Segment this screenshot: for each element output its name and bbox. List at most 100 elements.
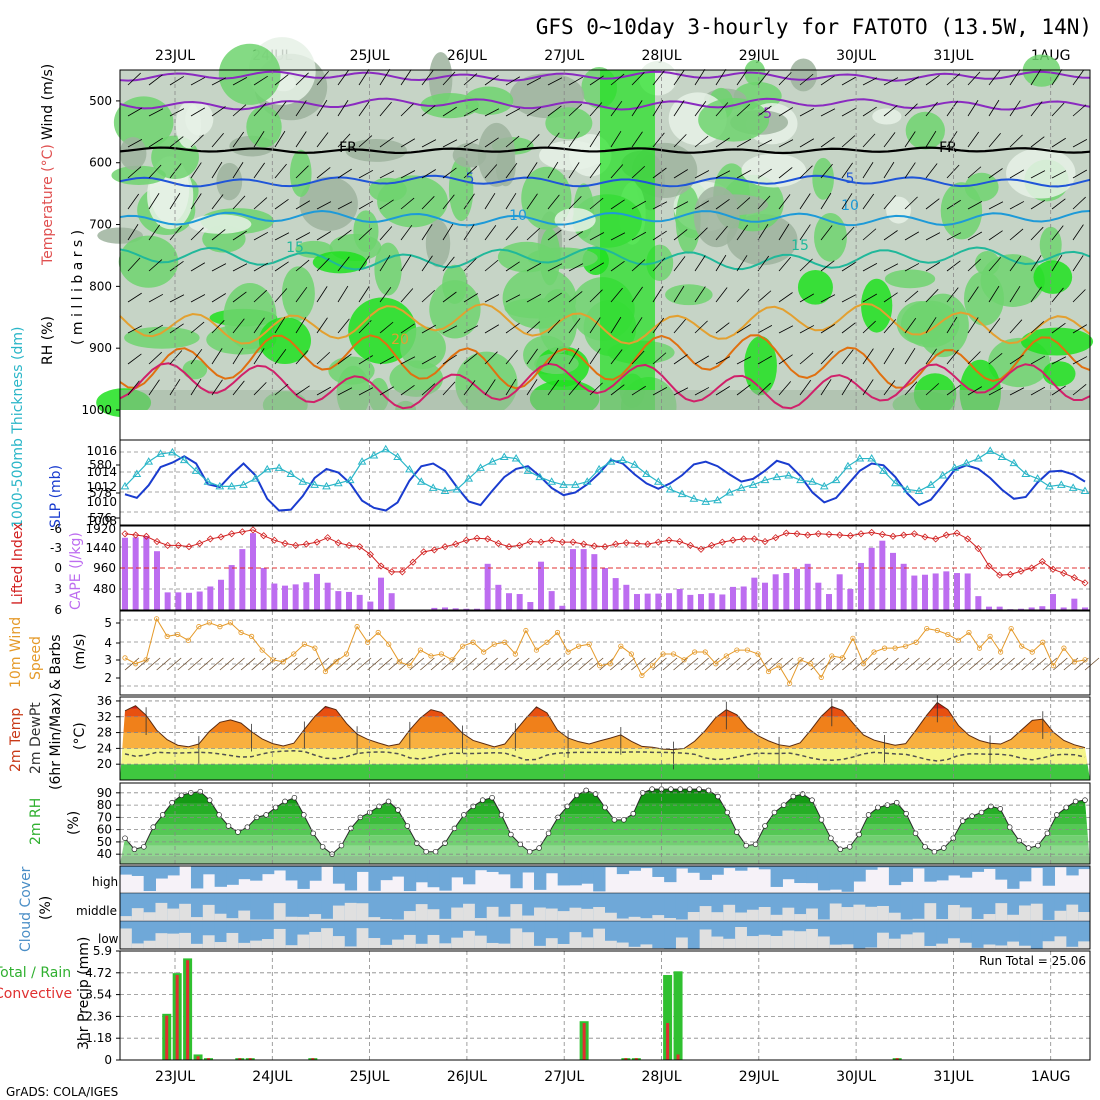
wind-barb [778,256,791,272]
thickness-marker [772,472,782,481]
cloud-mid-bar [250,893,263,920]
rh2m-marker [122,835,128,841]
wind-barb [820,350,834,365]
rh-moist-column [600,70,655,410]
cape-bar [783,573,790,610]
cape-bar [218,579,224,610]
wind-barb [736,169,752,179]
cape-bar [282,585,288,610]
wind-speed-marker [259,647,265,653]
wind-barb [442,291,457,303]
wind-barb [883,105,898,117]
wind-barb [631,317,643,334]
cloud-low-gap [948,938,961,949]
cloud-mid-bar [474,893,488,920]
wind-speed-marker [787,680,793,686]
cloud-low-gap [131,943,145,949]
rh-blob [814,212,847,262]
wind-barb [778,72,792,86]
cloud-mid-bar [190,893,204,920]
li-tick-label: -6 [50,522,62,536]
wind-barb [568,231,583,241]
cloud-low-bar [616,921,630,949]
wind-ylabel-1: 10m Wind [8,617,24,688]
wind-barb [925,163,938,179]
cloud-high-bar [841,866,854,892]
top-date-label: 31JUL [933,48,973,64]
thickness-marker [689,494,699,502]
li-marker [1017,567,1025,575]
wind-barb [925,348,937,365]
li-marker [964,535,972,543]
cape-ylabel: CAPE (J/kg) [68,532,84,610]
rh2m-marker [282,798,288,805]
cloud-high-bar [309,866,322,881]
wind-barb [715,102,729,117]
cape-tick-label: 1920 [85,522,116,536]
cape-bar [964,573,971,610]
wind-barb [841,193,853,210]
wind-barb [568,380,581,396]
precip-frame [119,950,1091,1061]
rh2m-marker [837,846,844,853]
precip-convective-bar [238,1058,242,1060]
wind-barb [778,292,793,303]
wind10m-barb [346,657,361,671]
wind-barb [1051,356,1067,365]
cloud-high-bar [853,866,866,882]
upper-air-ylabels: RH (%) Temperature (°C) Wind (m/s) ( m i… [40,64,86,365]
wind-barb [1009,69,1021,86]
cloud-high-bar [971,866,985,872]
rh-blob [118,235,179,288]
cape-bar [207,586,214,610]
cloud-high-bar [297,866,310,889]
wind-barb [232,347,244,365]
wind-speed-marker [881,645,888,651]
wind-barb [715,386,730,396]
wind-barb [379,226,393,241]
cape-frame [119,525,1091,611]
wind-speed-marker [428,653,434,659]
cloud-mid-bar [321,893,334,920]
footer-credit: GrADS: COLA/IGES [6,1085,118,1099]
rh2m-marker [423,848,429,855]
wind-barb [253,317,265,334]
cloud-low-gap [782,930,795,949]
li-marker [729,536,737,544]
wind-barb [547,194,560,210]
wind10m-barb [567,657,583,671]
wind-barb [274,383,289,396]
wind-barb [967,166,982,179]
rh2m-marker [809,797,815,803]
cloud-low-gap [829,944,843,949]
wind-barb [589,75,604,86]
chart-title: GFS 0~10day 3-hourly for FATOTO (13.5W, … [536,15,1092,39]
wind-barb [505,349,518,365]
thickness-marker [594,464,604,473]
wind10m-barb [736,657,752,671]
wind-speed-marker [945,631,951,638]
cloud-high-bar [924,866,937,882]
wind-speed-marker [154,616,160,622]
wind10m-barb [1053,657,1068,671]
thickness-marker [950,463,960,471]
li-marker [505,543,513,551]
wind-speed-marker [776,663,782,669]
wind-barb [736,224,748,241]
rh-blob [534,353,579,374]
wind-barb [421,169,436,179]
wind-barb [127,166,142,179]
temp-band [120,748,1090,765]
cloud-high-bar [356,866,369,872]
cloud-mid-gap [711,912,724,920]
wind-barb [610,384,625,396]
y-tick-label: 500 [89,94,112,108]
cloud-high-bar [616,866,630,875]
wind-barb [148,293,164,303]
precip-total-bar [673,971,683,1060]
li-marker [260,532,268,540]
wind-speed-marker [966,629,972,636]
cape-bar [890,552,896,610]
cloud-mid-gap [853,904,866,920]
cloud-mid-gap [403,911,417,920]
